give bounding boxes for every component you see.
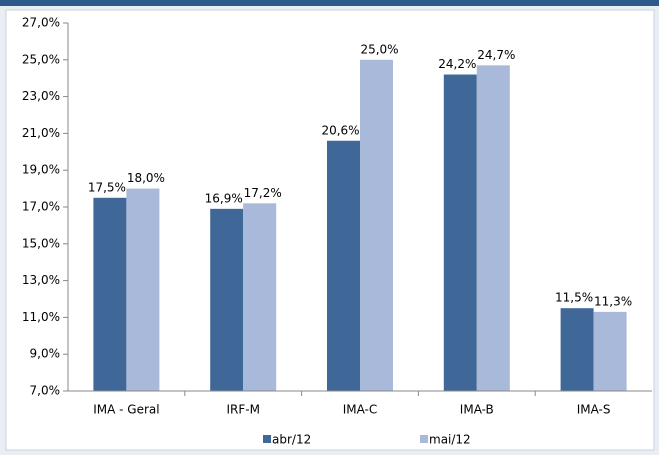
- bar: [327, 140, 360, 391]
- legend-label: abr/12: [272, 433, 311, 447]
- y-tick-label: 15,0%: [22, 236, 60, 250]
- value-label: 16,9%: [205, 191, 243, 205]
- y-tick-label: 23,0%: [22, 89, 60, 103]
- x-tick-label: IRF-M: [226, 403, 259, 417]
- bar: [560, 308, 594, 391]
- bar: [360, 59, 393, 392]
- value-label: 11,5%: [555, 291, 593, 305]
- bar: [593, 311, 627, 391]
- value-label: 24,2%: [438, 57, 476, 71]
- bar: [476, 65, 510, 391]
- x-tick-label: IMA-C: [343, 403, 378, 417]
- value-label: 25,0%: [360, 42, 398, 56]
- legend-swatch: [263, 435, 271, 443]
- value-label: 17,5%: [88, 180, 126, 194]
- bar: [126, 188, 160, 391]
- y-tick-label: 13,0%: [22, 273, 60, 287]
- y-tick-label: 9,0%: [30, 347, 61, 361]
- value-label: 24,7%: [477, 48, 515, 62]
- bar: [210, 208, 244, 391]
- y-tick-label: 21,0%: [22, 126, 60, 140]
- x-tick-label: IMA-B: [460, 403, 494, 417]
- y-tick-label: 11,0%: [22, 310, 60, 324]
- y-tick-label: 17,0%: [22, 200, 60, 214]
- value-label: 20,6%: [321, 123, 359, 137]
- y-tick-label: 7,0%: [30, 384, 61, 398]
- legend-label: mai/12: [429, 433, 471, 447]
- bar: [443, 74, 477, 392]
- value-label: 17,2%: [244, 186, 282, 200]
- top-stripe: [0, 0, 659, 6]
- y-tick-label: 19,0%: [22, 163, 60, 177]
- x-tick-label: IMA - Geral: [93, 403, 159, 417]
- y-tick-label: 27,0%: [22, 16, 60, 30]
- legend-swatch: [420, 435, 428, 443]
- value-label: 11,3%: [594, 294, 632, 308]
- bar: [243, 203, 277, 391]
- bar: [93, 197, 127, 391]
- value-label: 18,0%: [127, 171, 165, 185]
- x-tick-label: IMA-S: [577, 403, 611, 417]
- y-tick-label: 25,0%: [22, 52, 60, 66]
